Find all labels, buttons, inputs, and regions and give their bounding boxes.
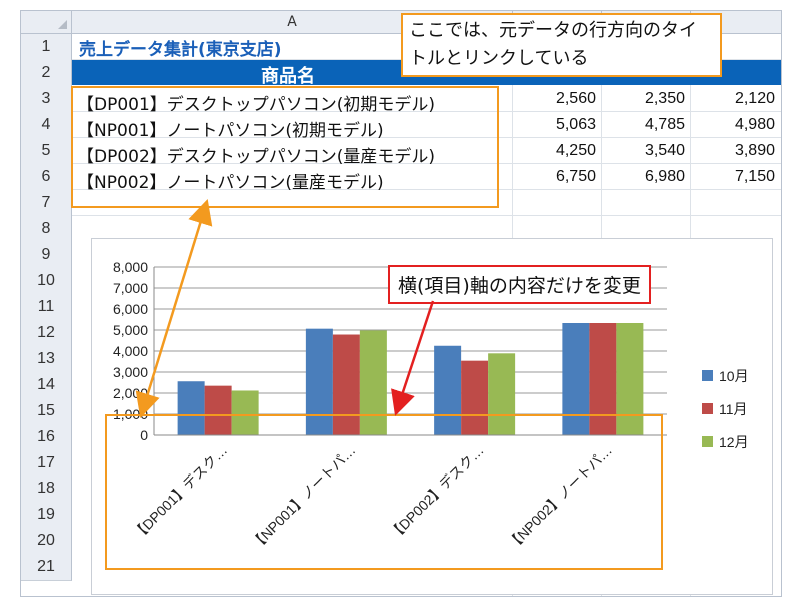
value-cell[interactable]: 2,560 bbox=[555, 90, 596, 107]
row-header-4[interactable]: 4 bbox=[21, 112, 72, 139]
row-header-9[interactable]: 9 bbox=[21, 242, 72, 269]
row-header-13[interactable]: 13 bbox=[21, 346, 72, 373]
bar bbox=[488, 353, 516, 435]
value-cell[interactable]: 3,890 bbox=[734, 142, 775, 159]
row-header-20[interactable]: 20 bbox=[21, 528, 72, 555]
row-header-3[interactable]: 3 bbox=[21, 86, 72, 113]
value-cell[interactable]: 2,350 bbox=[644, 90, 685, 107]
product-cell[interactable]: 【DP002】デスクトップパソコン(量産モデル) bbox=[77, 147, 436, 167]
legend-swatch bbox=[702, 403, 713, 414]
value-cell[interactable]: 4,250 bbox=[555, 142, 596, 159]
row-header-21[interactable]: 21 bbox=[21, 554, 72, 581]
sheet-title[interactable]: 売上データ集計(東京支店) bbox=[79, 40, 282, 60]
callout-row-link-note: ここでは、元データの行方向のタイトルとリンクしている bbox=[401, 13, 722, 77]
legend-label: 11月 bbox=[719, 401, 748, 417]
y-tick-label: 7,000 bbox=[113, 280, 148, 296]
spreadsheet-frame: A 1 2 3 4 5 6 7 8 9 10 11 12 13 14 15 16… bbox=[20, 10, 782, 597]
product-cell[interactable]: 【NP001】ノートパソコン(初期モデル) bbox=[77, 121, 384, 141]
gridline bbox=[72, 163, 781, 164]
value-cell[interactable]: 7,150 bbox=[734, 168, 775, 185]
select-all-corner[interactable] bbox=[21, 11, 72, 34]
row-header-8[interactable]: 8 bbox=[21, 216, 72, 243]
category-axis-highlight bbox=[105, 414, 663, 570]
y-tick-label: 2,000 bbox=[113, 385, 148, 401]
row-header-11[interactable]: 11 bbox=[21, 294, 72, 321]
legend-label: 10月 bbox=[719, 368, 749, 384]
row-header-16[interactable]: 16 bbox=[21, 424, 72, 451]
row-header-15[interactable]: 15 bbox=[21, 398, 72, 425]
value-cell[interactable]: 4,785 bbox=[644, 116, 685, 133]
legend-swatch bbox=[702, 436, 713, 447]
legend-swatch bbox=[702, 370, 713, 381]
gridline bbox=[72, 111, 781, 112]
y-tick-label: 8,000 bbox=[113, 259, 148, 275]
value-cell[interactable]: 3,540 bbox=[644, 142, 685, 159]
value-cell[interactable]: 2,120 bbox=[734, 90, 775, 107]
callout-axis-change-note: 横(項目)軸の内容だけを変更 bbox=[388, 265, 651, 304]
row-header-19[interactable]: 19 bbox=[21, 502, 72, 529]
y-tick-label: 0 bbox=[140, 427, 148, 443]
row-header-2[interactable]: 2 bbox=[21, 60, 72, 87]
value-cell[interactable]: 4,980 bbox=[734, 116, 775, 133]
bar-chart: 01,0002,0003,0004,0005,0006,0007,0008,00… bbox=[113, 259, 749, 553]
gridline bbox=[72, 137, 781, 138]
row-header-5[interactable]: 5 bbox=[21, 138, 72, 165]
row-header-18[interactable]: 18 bbox=[21, 476, 72, 503]
row-header-17[interactable]: 17 bbox=[21, 450, 72, 477]
bar bbox=[359, 330, 387, 435]
value-cell[interactable]: 6,980 bbox=[644, 168, 685, 185]
row-header-7[interactable]: 7 bbox=[21, 190, 72, 217]
row-header-1[interactable]: 1 bbox=[21, 34, 72, 61]
product-name-header: 商品名 bbox=[261, 66, 315, 87]
bar bbox=[616, 323, 644, 435]
product-names-highlight bbox=[71, 86, 499, 208]
row-header-12[interactable]: 12 bbox=[21, 320, 72, 347]
bar bbox=[562, 323, 590, 435]
y-tick-label: 5,000 bbox=[113, 322, 148, 338]
row-header-6[interactable]: 6 bbox=[21, 164, 72, 191]
bar bbox=[231, 390, 259, 435]
value-cell[interactable]: 6,750 bbox=[555, 168, 596, 185]
y-tick-label: 4,000 bbox=[113, 343, 148, 359]
gridline bbox=[72, 189, 781, 190]
row-header-14[interactable]: 14 bbox=[21, 372, 72, 399]
bar bbox=[461, 360, 489, 435]
bar bbox=[305, 328, 333, 435]
bar bbox=[589, 323, 617, 435]
legend-label: 12月 bbox=[719, 434, 749, 450]
product-cell[interactable]: 【DP001】デスクトップパソコン(初期モデル) bbox=[77, 95, 436, 115]
product-cell[interactable]: 【NP002】ノートパソコン(量産モデル) bbox=[77, 173, 384, 193]
y-tick-label: 6,000 bbox=[113, 301, 148, 317]
gridline bbox=[72, 215, 781, 216]
row-header-10[interactable]: 10 bbox=[21, 268, 72, 295]
y-tick-label: 3,000 bbox=[113, 364, 148, 380]
value-cell[interactable]: 5,063 bbox=[555, 116, 596, 133]
bar bbox=[434, 345, 462, 435]
bar bbox=[332, 334, 360, 435]
